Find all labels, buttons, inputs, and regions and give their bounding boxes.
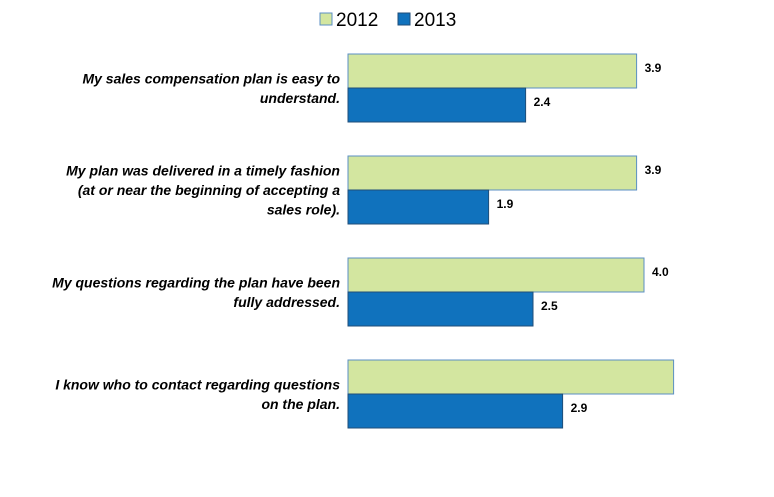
data-label-2013-0: 2.4 (534, 95, 551, 109)
category-label: My questions regarding the plan have bee… (52, 274, 340, 310)
bar-2012-2 (347, 257, 645, 293)
category-label: My sales compensation plan is easy to und… (82, 70, 340, 106)
legend-swatch-2012 (319, 12, 333, 26)
data-label-2013-3: 2.9 (571, 401, 588, 415)
legend-label-2012: 2012 (336, 10, 378, 31)
bar-2013-3 (347, 393, 564, 429)
data-label-2013-2: 2.5 (541, 299, 558, 313)
data-label-2012-0: 3.9 (645, 61, 662, 75)
bar-2012-3 (347, 359, 675, 395)
bar-2012-0 (347, 53, 638, 89)
legend: 2012 2013 (319, 10, 456, 31)
legend-swatch-2013 (397, 12, 411, 26)
category-label: I know who to contact regarding question… (55, 376, 340, 412)
category-label: My plan was delivered in a timely fashio… (66, 163, 340, 218)
data-label-2013-1: 1.9 (497, 197, 514, 211)
value-labels: 3.9 3.9 4.0 2.4 1.9 2.5 2.9 (497, 61, 669, 415)
bar-2012-1 (347, 155, 638, 191)
legend-label-2013: 2013 (414, 10, 456, 31)
data-label-2012-1: 3.9 (645, 163, 662, 177)
bars (347, 53, 675, 429)
bar-2013-2 (347, 291, 534, 327)
data-label-2012-2: 4.0 (652, 265, 669, 279)
category-labels: My sales compensation plan is easy to und… (52, 70, 340, 412)
bar-2013-1 (347, 189, 490, 225)
bar-2013-0 (347, 87, 527, 123)
